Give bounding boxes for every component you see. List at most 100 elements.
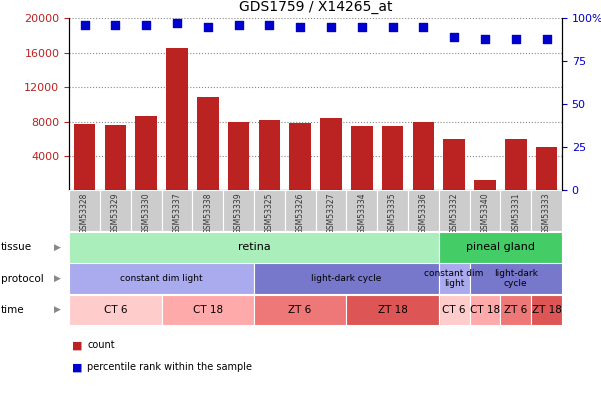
Text: time: time — [1, 305, 24, 315]
Text: ZT 18: ZT 18 — [377, 305, 407, 315]
FancyBboxPatch shape — [439, 263, 469, 294]
Text: GSM53335: GSM53335 — [388, 192, 397, 234]
Point — [264, 22, 274, 28]
Text: GSM53337: GSM53337 — [172, 192, 182, 234]
FancyBboxPatch shape — [69, 263, 254, 294]
Point — [418, 23, 428, 30]
FancyBboxPatch shape — [254, 190, 285, 231]
Bar — [444, 139, 465, 190]
Bar — [535, 147, 557, 190]
Text: ▶: ▶ — [54, 305, 61, 314]
Text: ■: ■ — [72, 362, 82, 373]
FancyBboxPatch shape — [346, 294, 439, 325]
FancyBboxPatch shape — [501, 294, 531, 325]
Bar — [166, 48, 188, 190]
Text: percentile rank within the sample: percentile rank within the sample — [87, 362, 252, 373]
Text: GSM53325: GSM53325 — [265, 192, 274, 234]
Text: pineal gland: pineal gland — [466, 242, 535, 252]
Text: GSM53329: GSM53329 — [111, 192, 120, 234]
FancyBboxPatch shape — [469, 190, 501, 231]
Text: CT 18: CT 18 — [470, 305, 500, 315]
FancyBboxPatch shape — [408, 190, 439, 231]
Text: retina: retina — [237, 242, 270, 252]
Text: ▶: ▶ — [54, 274, 61, 283]
FancyBboxPatch shape — [162, 294, 254, 325]
Bar — [289, 123, 311, 190]
Text: GSM53326: GSM53326 — [296, 192, 305, 234]
Point — [203, 23, 213, 30]
Bar — [197, 98, 219, 190]
Point — [357, 23, 367, 30]
Point — [450, 34, 459, 40]
Point — [542, 36, 551, 42]
Text: GSM53328: GSM53328 — [80, 192, 89, 234]
FancyBboxPatch shape — [439, 294, 469, 325]
Text: constant dim
light: constant dim light — [424, 269, 484, 288]
Text: GSM53339: GSM53339 — [234, 192, 243, 234]
Text: GSM53331: GSM53331 — [511, 192, 520, 234]
FancyBboxPatch shape — [469, 294, 501, 325]
FancyBboxPatch shape — [254, 294, 346, 325]
Text: constant dim light: constant dim light — [120, 274, 203, 283]
Bar — [228, 122, 249, 190]
FancyBboxPatch shape — [531, 294, 562, 325]
Text: GSM53340: GSM53340 — [480, 192, 489, 234]
Point — [511, 36, 520, 42]
Bar — [412, 122, 434, 190]
Text: GSM53332: GSM53332 — [450, 192, 459, 234]
Text: GSM53333: GSM53333 — [542, 192, 551, 234]
FancyBboxPatch shape — [439, 232, 562, 262]
Text: CT 6: CT 6 — [442, 305, 466, 315]
Text: CT 6: CT 6 — [103, 305, 127, 315]
Bar — [474, 180, 496, 190]
Bar — [105, 125, 126, 190]
Text: GSM53327: GSM53327 — [326, 192, 335, 234]
Point — [141, 22, 151, 28]
FancyBboxPatch shape — [69, 232, 439, 262]
FancyBboxPatch shape — [316, 190, 346, 231]
Point — [326, 23, 336, 30]
Text: light-dark
cycle: light-dark cycle — [494, 269, 538, 288]
Text: count: count — [87, 340, 115, 350]
Bar — [135, 116, 157, 190]
Text: ZT 18: ZT 18 — [532, 305, 561, 315]
FancyBboxPatch shape — [162, 190, 192, 231]
Text: GSM53338: GSM53338 — [203, 192, 212, 234]
FancyBboxPatch shape — [192, 190, 223, 231]
FancyBboxPatch shape — [501, 190, 531, 231]
FancyBboxPatch shape — [377, 190, 408, 231]
Text: light-dark cycle: light-dark cycle — [311, 274, 382, 283]
Text: CT 18: CT 18 — [193, 305, 223, 315]
Text: ZT 6: ZT 6 — [288, 305, 312, 315]
Text: ▶: ▶ — [54, 243, 61, 252]
Title: GDS1759 / X14265_at: GDS1759 / X14265_at — [239, 0, 392, 15]
FancyBboxPatch shape — [346, 190, 377, 231]
Text: GSM53336: GSM53336 — [419, 192, 428, 234]
FancyBboxPatch shape — [100, 190, 131, 231]
Point — [111, 22, 120, 28]
Bar — [351, 126, 373, 190]
Text: ■: ■ — [72, 340, 82, 350]
FancyBboxPatch shape — [131, 190, 162, 231]
Point — [234, 22, 243, 28]
Bar — [320, 118, 342, 190]
Text: tissue: tissue — [1, 242, 32, 252]
Point — [80, 22, 90, 28]
Point — [388, 23, 397, 30]
Bar — [74, 124, 96, 190]
Text: protocol: protocol — [1, 273, 43, 283]
Point — [480, 36, 490, 42]
FancyBboxPatch shape — [439, 190, 469, 231]
Bar — [382, 126, 403, 190]
FancyBboxPatch shape — [69, 294, 162, 325]
Point — [172, 20, 182, 27]
Text: GSM53330: GSM53330 — [142, 192, 151, 234]
FancyBboxPatch shape — [254, 263, 439, 294]
FancyBboxPatch shape — [531, 190, 562, 231]
Bar — [505, 139, 526, 190]
Text: GSM53334: GSM53334 — [357, 192, 366, 234]
FancyBboxPatch shape — [69, 190, 100, 231]
FancyBboxPatch shape — [469, 263, 562, 294]
Point — [295, 23, 305, 30]
FancyBboxPatch shape — [223, 190, 254, 231]
